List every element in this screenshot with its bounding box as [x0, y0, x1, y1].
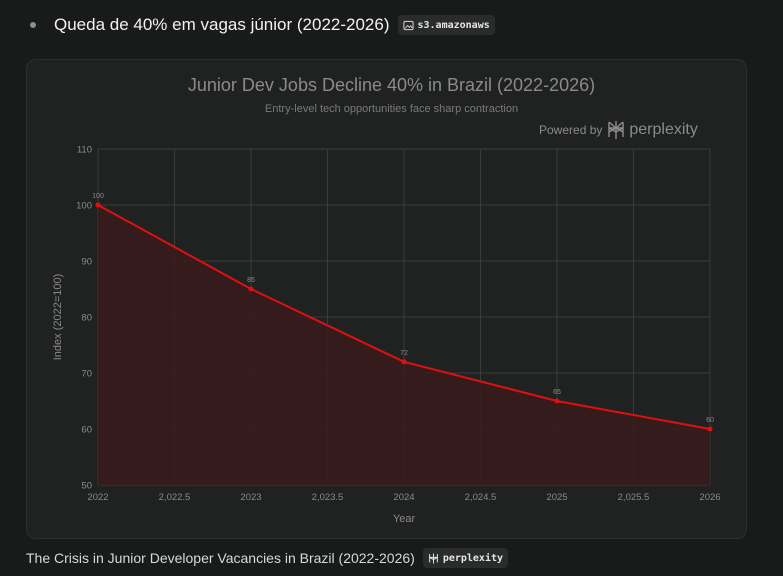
- caption-text: The Crisis in Junior Developer Vacancies…: [26, 550, 415, 566]
- y-tick-label: 60: [81, 425, 92, 436]
- line-chart: 100 85 72 65 60 2022 2,022.5 2023 2,023.5 2024 2,…: [52, 145, 721, 526]
- y-tick-label: 70: [81, 369, 92, 380]
- y-tick-label: 90: [81, 257, 92, 268]
- data-point: [248, 286, 254, 292]
- x-tick-label: 2,023.5: [312, 492, 344, 503]
- area-fill: [98, 205, 710, 485]
- y-tick-label: 110: [77, 145, 92, 156]
- y-tick-label: 50: [81, 481, 92, 492]
- x-tick-label: 2,022.5: [159, 492, 191, 503]
- y-tick-label: 80: [81, 313, 92, 324]
- source-chip-label: s3.amazonaws: [417, 19, 490, 31]
- data-label: 72: [400, 350, 408, 357]
- data-labels: 100 85 72 65 60: [92, 193, 714, 424]
- x-axis-label: Year: [393, 513, 416, 525]
- powered-by-label: Powered by: [539, 123, 603, 137]
- chart-title: Junior Dev Jobs Decline 40% in Brazil (2…: [187, 75, 596, 95]
- bullet-text: Queda de 40% em vagas júnior (2022-2026): [54, 15, 390, 34]
- area-fill-shape: [98, 205, 710, 485]
- data-label: 85: [247, 277, 255, 284]
- image-icon: [402, 20, 414, 30]
- x-tick-label: 2024: [393, 492, 414, 503]
- data-label: 60: [706, 417, 714, 424]
- data-point: [554, 398, 560, 404]
- data-points: [95, 202, 713, 432]
- data-label: 65: [553, 389, 561, 396]
- data-label: 100: [92, 193, 104, 200]
- x-tick-label: 2023: [240, 492, 261, 503]
- x-tick-label: 2026: [699, 492, 720, 503]
- bullet-dot: [30, 22, 36, 28]
- chart-subtitle: Entry-level tech opportunities face shar…: [264, 103, 519, 115]
- powered-by[interactable]: Powered by perplexity: [539, 120, 698, 140]
- y-tick-label: 100: [76, 201, 92, 212]
- x-tick-label: 2,024.5: [465, 492, 497, 503]
- perplexity-logo-icon: [608, 121, 625, 139]
- caption-row: The Crisis in Junior Developer Vacancies…: [26, 548, 509, 568]
- y-tick-labels: 50 60 70 80 90 100 110: [76, 145, 92, 492]
- perplexity-logo-icon: [428, 553, 438, 563]
- data-point: [401, 359, 407, 365]
- x-tick-labels: 2022 2,022.5 2023 2,023.5 2024 2,024.5 2025 2,0…: [87, 492, 720, 503]
- y-axis-label: Index (2022=100): [52, 274, 64, 361]
- data-point: [95, 202, 101, 208]
- source-chip[interactable]: s3.amazonaws: [397, 15, 495, 35]
- caption-chip[interactable]: perplexity: [422, 548, 509, 568]
- data-point: [707, 426, 713, 432]
- powered-by-brand: perplexity: [629, 121, 698, 138]
- caption-chip-label: perplexity: [442, 552, 504, 564]
- x-tick-label: 2025: [546, 492, 567, 503]
- x-tick-label: 2022: [87, 492, 108, 503]
- x-tick-label: 2,025.5: [618, 492, 650, 503]
- bullet-row: Queda de 40% em vagas júnior (2022-2026)…: [30, 14, 495, 36]
